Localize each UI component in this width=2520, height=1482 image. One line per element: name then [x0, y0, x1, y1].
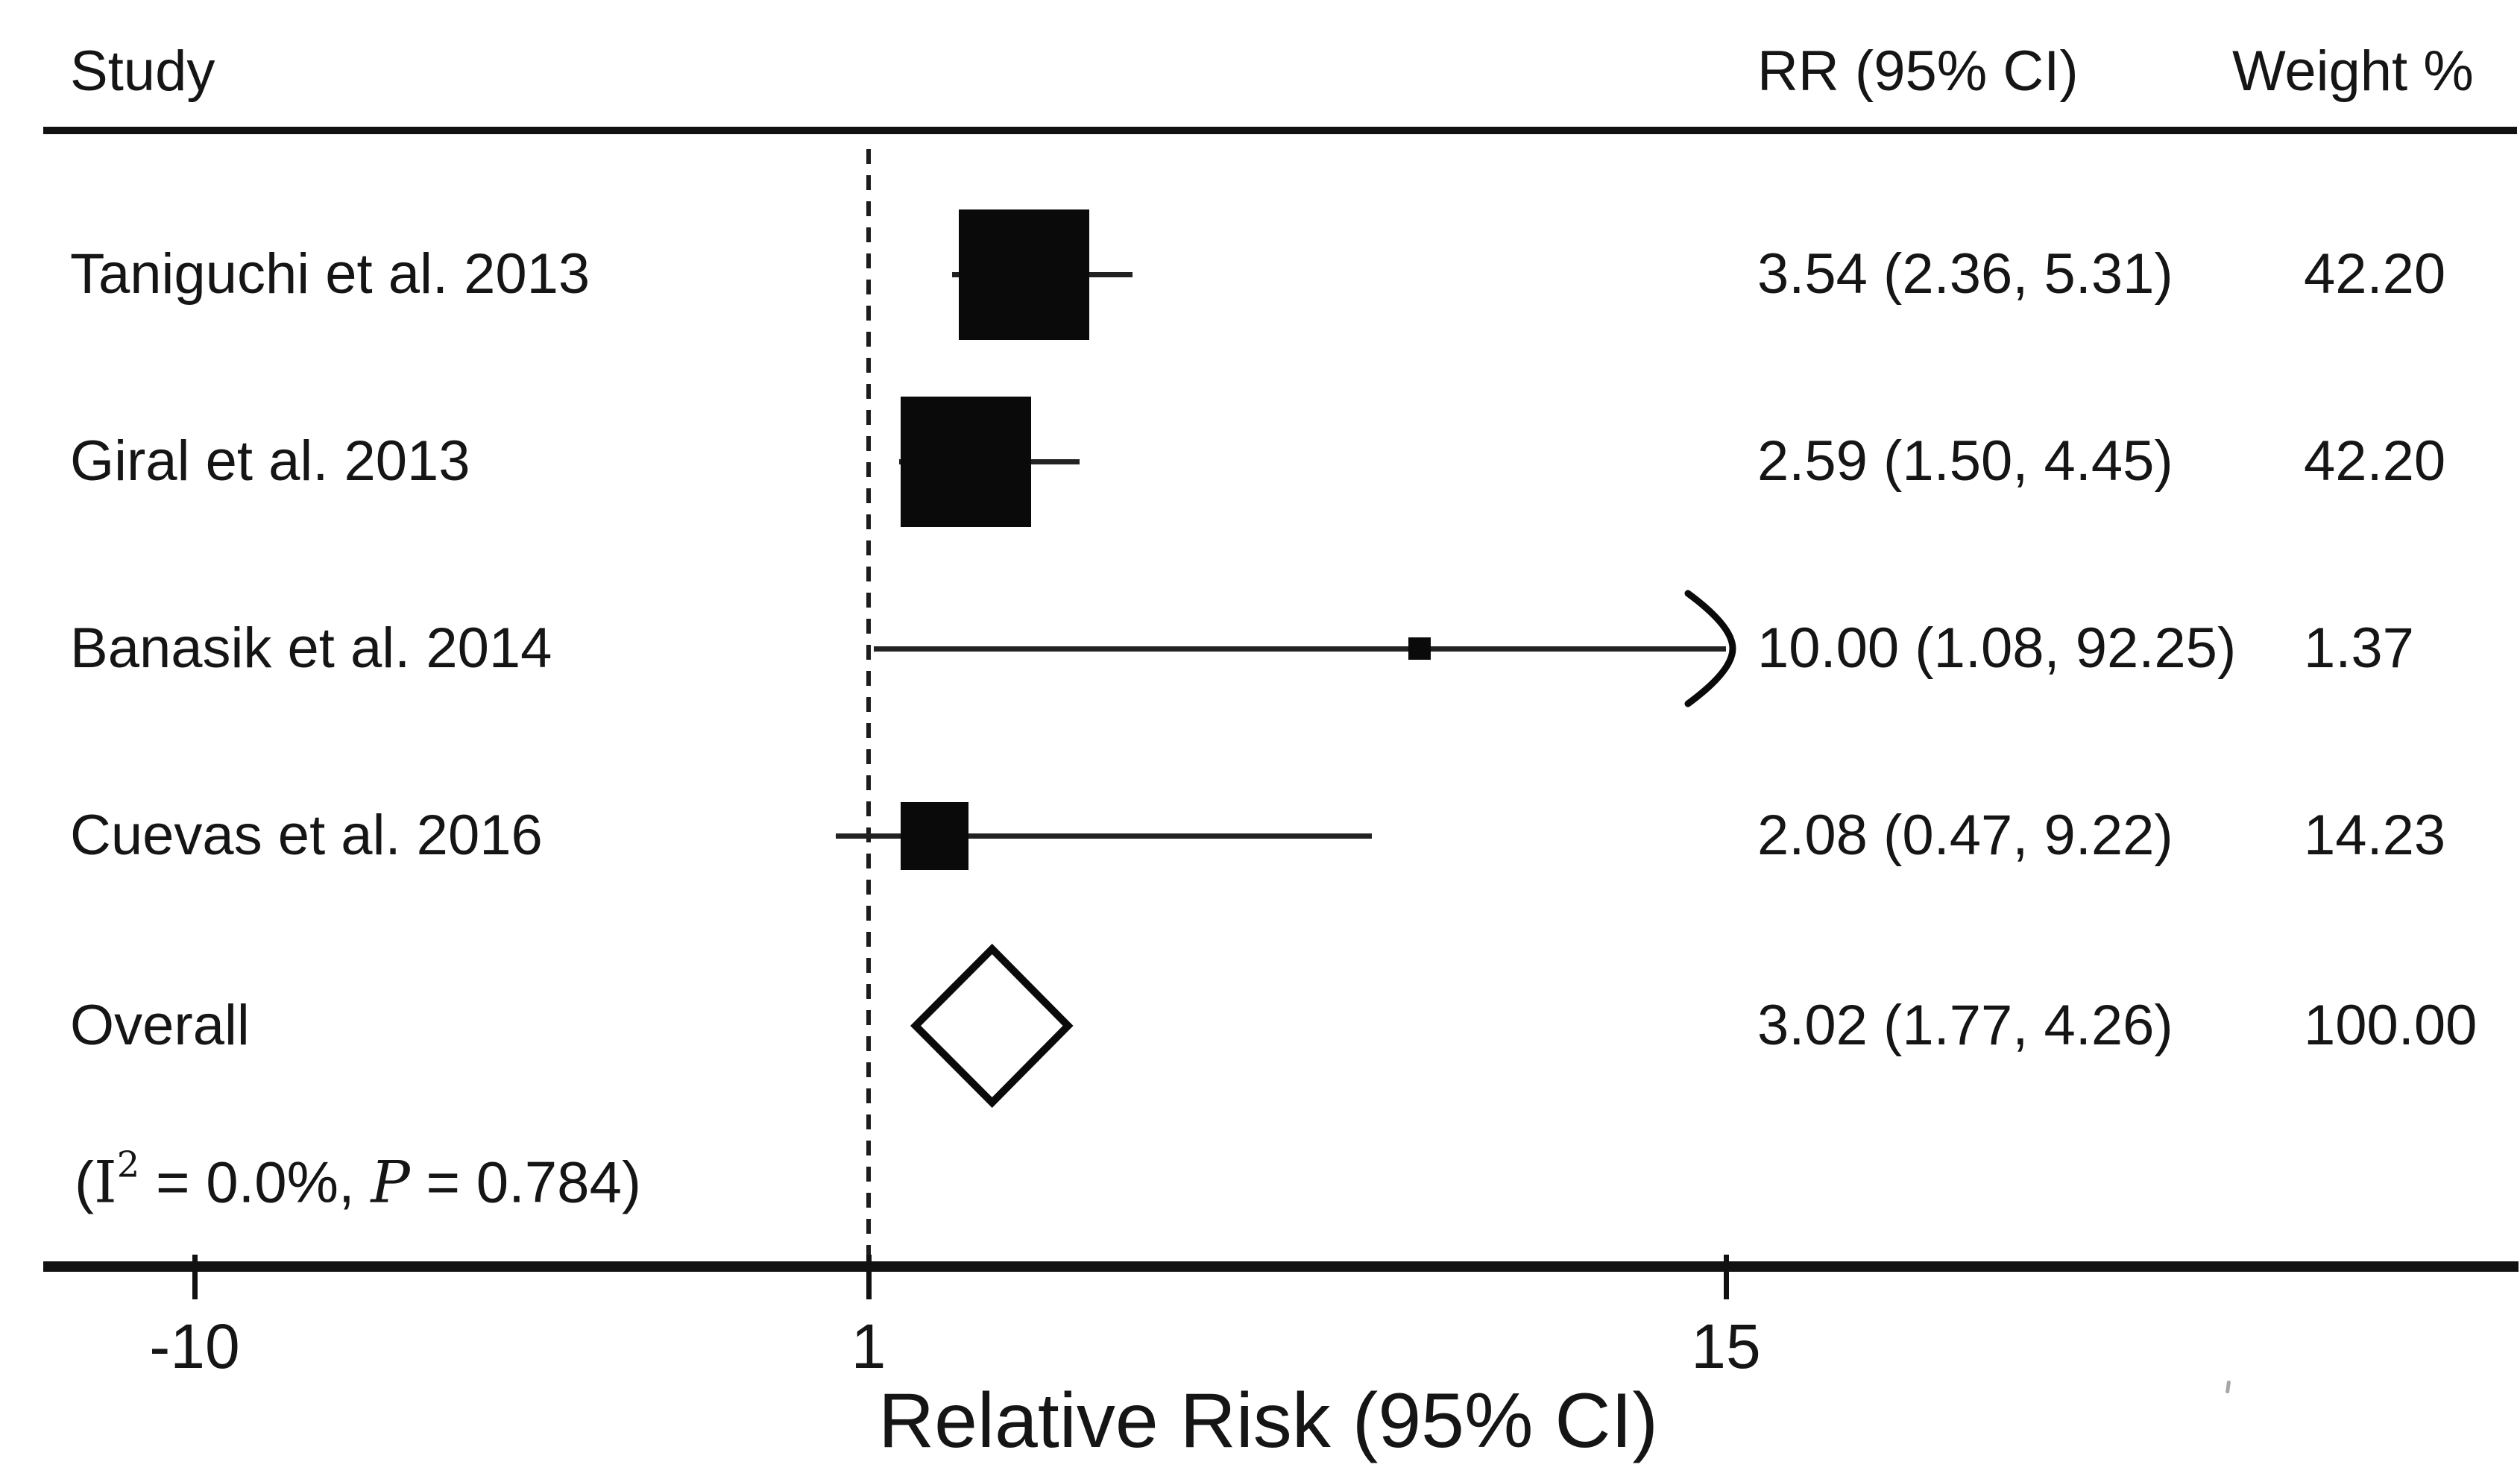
- column-header-study: Study: [70, 40, 215, 103]
- weight-value: 14.23: [2304, 804, 2446, 867]
- weight-value: 1.37: [2304, 617, 2414, 680]
- effect-square: [959, 209, 1089, 340]
- study-label: Giral et al. 2013: [70, 429, 470, 493]
- rr-value: 10.00 (1.08, 92.25): [1757, 617, 2237, 680]
- x-tick-label: 15: [1691, 1311, 1761, 1381]
- rr-value: 3.54 (2.36, 5.31): [1757, 242, 2173, 306]
- overall-diamond: [910, 943, 1074, 1109]
- ci-clip-arrow-icon: [1684, 590, 1736, 707]
- x-tick: [1724, 1255, 1729, 1299]
- effect-square: [901, 397, 1031, 527]
- study-label: Banasik et al. 2014: [70, 617, 552, 680]
- het-p-symbol: P: [371, 1149, 410, 1217]
- study-label: Taniguchi et al. 2013: [70, 242, 590, 306]
- ci-line: [873, 646, 1726, 652]
- heterogeneity-note: (I2 = 0.0%, P = 0.784): [75, 1147, 641, 1212]
- het-close: ): [621, 1149, 641, 1215]
- ci-line: [836, 833, 1373, 839]
- column-header-weight: Weight %: [2232, 40, 2474, 103]
- reference-line: [866, 149, 871, 1261]
- weight-value: 42.20: [2304, 429, 2446, 493]
- weight-value: 42.20: [2304, 242, 2446, 306]
- x-tick-label: 1: [851, 1311, 886, 1381]
- x-axis-line: [43, 1261, 2519, 1272]
- rr-value: 2.59 (1.50, 4.45): [1757, 429, 2173, 493]
- rr-value: 2.08 (0.47, 9.22): [1757, 804, 2173, 867]
- effect-square: [1408, 637, 1431, 660]
- weight-value: 100.00: [2304, 994, 2478, 1057]
- x-tick-label: -10: [149, 1311, 240, 1381]
- x-tick: [866, 1255, 872, 1299]
- header-divider: [43, 127, 2517, 134]
- x-axis-title: Relative Risk (95% CI): [878, 1378, 1659, 1464]
- column-header-rr: RR (95% CI): [1757, 40, 2079, 103]
- het-i-value: = 0.0%,: [139, 1149, 371, 1215]
- rr-value: 3.02 (1.77, 4.26): [1757, 994, 2173, 1057]
- het-p-value: = 0.784: [409, 1149, 622, 1215]
- study-label: Cuevas et al. 2016: [70, 804, 543, 867]
- effect-square: [901, 802, 968, 870]
- x-tick: [192, 1255, 198, 1299]
- het-i-symbol: I: [93, 1149, 117, 1217]
- het-i-superscript: 2: [116, 1144, 140, 1186]
- stray-mark: [2225, 1380, 2231, 1394]
- het-open: (: [75, 1149, 94, 1215]
- overall-label: Overall: [70, 994, 250, 1057]
